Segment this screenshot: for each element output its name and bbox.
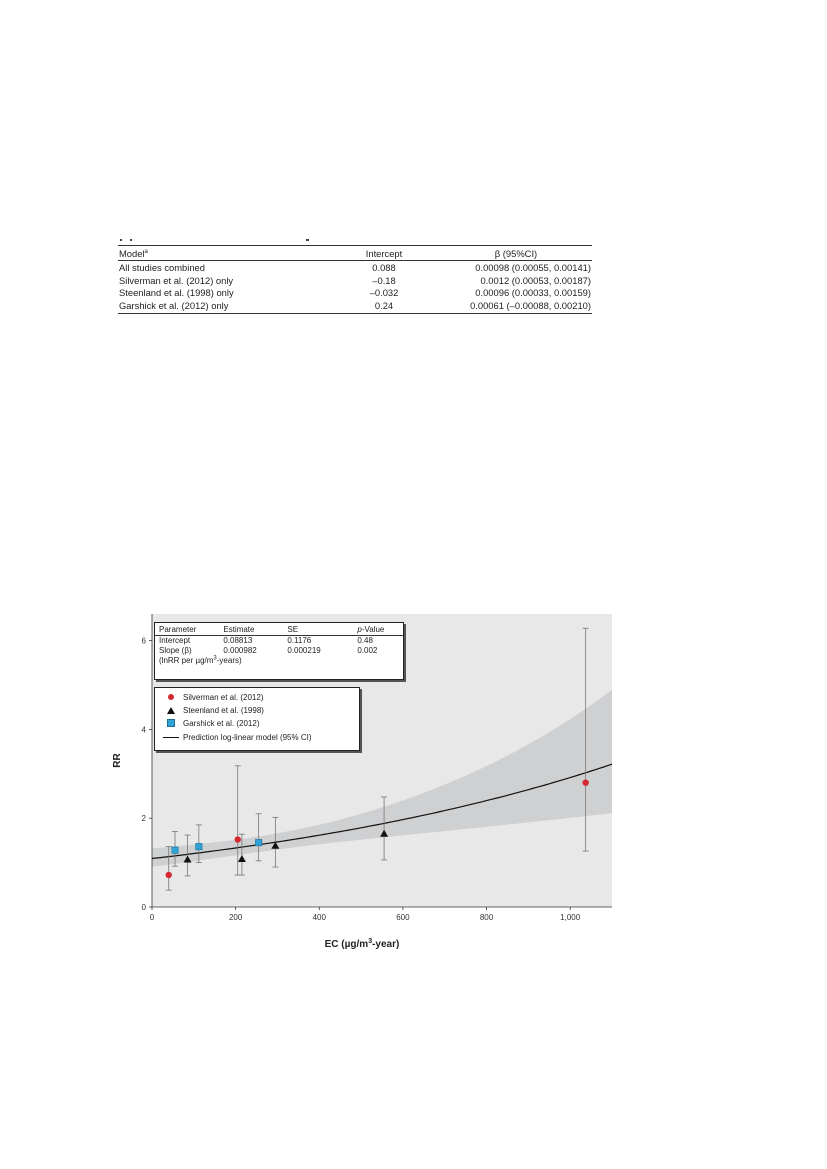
legend-item-garshick: Garshick et al. (2012) (163, 718, 259, 728)
header-intercept: Intercept (328, 245, 440, 261)
inset-units: (lnRR per µg/m3-years) (159, 655, 242, 665)
legend-label: Steenland et al. (1998) (183, 705, 264, 715)
row-beta: 0.00096 (0.00033, 0.00159) (475, 287, 591, 299)
inset-estimate: 0.08813 (223, 636, 253, 645)
inset-param: Intercept (159, 636, 191, 645)
inset-header-se: SE (283, 623, 354, 636)
inset-se: 0.1176 (287, 636, 312, 645)
table-header-row: Modela Intercept β (95%CI) (118, 245, 592, 261)
row-intercept: 0.24 (328, 299, 440, 315)
data-point-silverman (234, 836, 241, 843)
y-tick-label: 0 (142, 903, 147, 912)
black-triangle-marker-icon (163, 706, 179, 714)
x-tick-label: 0 (150, 913, 155, 922)
data-point-steenland (380, 829, 389, 837)
data-point-steenland (183, 855, 192, 863)
data-point-silverman (582, 779, 589, 786)
legend-item-silverman: Silverman et al. (2012) (163, 692, 263, 702)
legend-label: Prediction log-linear model (95% CI) (183, 732, 312, 742)
x-tick-label: 600 (396, 913, 410, 922)
parameter-inset: Parameter Estimate SE p-Value Intercept … (154, 622, 404, 680)
header-model: Modela (118, 245, 328, 261)
y-tick-label: 2 (142, 814, 147, 823)
row-intercept: 0.088 (372, 261, 396, 273)
x-tick-label: 1,000 (560, 913, 581, 922)
table-row: Silverman et al. (2012) only –0.18 0.001… (118, 274, 592, 287)
table-row: Garshick et al. (2012) only 0.24 0.00061… (118, 299, 592, 315)
header-beta: β (95%CI) (440, 245, 592, 261)
data-point-garshick (255, 839, 263, 847)
y-axis-title: RR (112, 753, 123, 768)
row-intercept: –0.032 (369, 287, 399, 299)
legend: Silverman et al. (2012) Steenland et al.… (154, 687, 360, 751)
inset-header-parameter: Parameter (155, 623, 220, 636)
data-marks (165, 627, 589, 891)
inset-header-estimate: Estimate (219, 623, 284, 636)
model-line (151, 763, 613, 860)
row-model: Garshick et al. (2012) only (118, 299, 328, 315)
row-model: Steenland et al. (1998) only (119, 287, 234, 299)
table-row: All studies combined 0.088 0.00098 (0.00… (118, 261, 592, 274)
row-intercept: –0.18 (372, 274, 396, 286)
blue-square-marker-icon (163, 719, 179, 727)
line-marker-icon (163, 736, 179, 738)
inset-units-row: (lnRR per µg/m3-years) (155, 655, 403, 666)
inset-se: 0.000219 (287, 646, 321, 655)
y-tick-label: 4 (142, 725, 147, 734)
inset-estimate: 0.000982 (223, 646, 257, 655)
inset-header-row: Parameter Estimate SE p-Value (155, 623, 403, 636)
x-tick-label: 400 (313, 913, 327, 922)
row-beta: 0.00061 (–0.00088, 0.00210) (440, 299, 592, 315)
confidence-band (152, 689, 612, 867)
legend-item-model: Prediction log-linear model (95% CI) (163, 732, 312, 742)
red-circle-marker-icon (163, 694, 179, 700)
y-tick-label: 6 (142, 637, 147, 646)
row-model: All studies combined (119, 261, 205, 273)
inset-row: Intercept 0.08813 0.1176 0.48 (155, 636, 403, 647)
coefficients-table: Modela Intercept β (95%CI) All studies c… (118, 245, 592, 315)
results-table-block: Modela Intercept β (95%CI) All studies c… (118, 236, 592, 315)
inset-p: 0.002 (357, 646, 378, 655)
data-point-garshick (195, 843, 203, 851)
x-tick-label: 200 (229, 913, 243, 922)
x-axis-title: EC (µg/m3-year) (325, 938, 400, 950)
exposure-response-figure: 0 200 400 600 800 1,000 0 2 4 6 RR EC (µg/m3-year… (112, 610, 618, 960)
row-beta: 0.0012 (0.00053, 0.00187) (480, 274, 591, 286)
legend-label: Silverman et al. (2012) (183, 692, 264, 702)
table-caption-residue (118, 236, 592, 245)
row-model: Silverman et al. (2012) only (119, 274, 234, 286)
inset-p: 0.48 (357, 636, 373, 645)
legend-label: Garshick et al. (2012) (183, 718, 260, 728)
inset-header-pvalue: p-Value (353, 623, 403, 636)
x-tick-label: 800 (480, 913, 494, 922)
inset-param: Slope (β) (159, 646, 192, 655)
legend-item-steenland: Steenland et al. (1998) (163, 705, 264, 715)
row-beta: 0.00098 (0.00055, 0.00141) (475, 261, 591, 273)
inset-row: Slope (β) 0.000982 0.000219 0.002 (155, 646, 403, 656)
data-point-steenland (237, 855, 246, 863)
data-point-silverman (165, 871, 172, 879)
table-row: Steenland et al. (1998) only –0.032 0.00… (118, 287, 592, 300)
data-point-steenland (271, 841, 280, 849)
data-point-garshick (171, 846, 179, 854)
